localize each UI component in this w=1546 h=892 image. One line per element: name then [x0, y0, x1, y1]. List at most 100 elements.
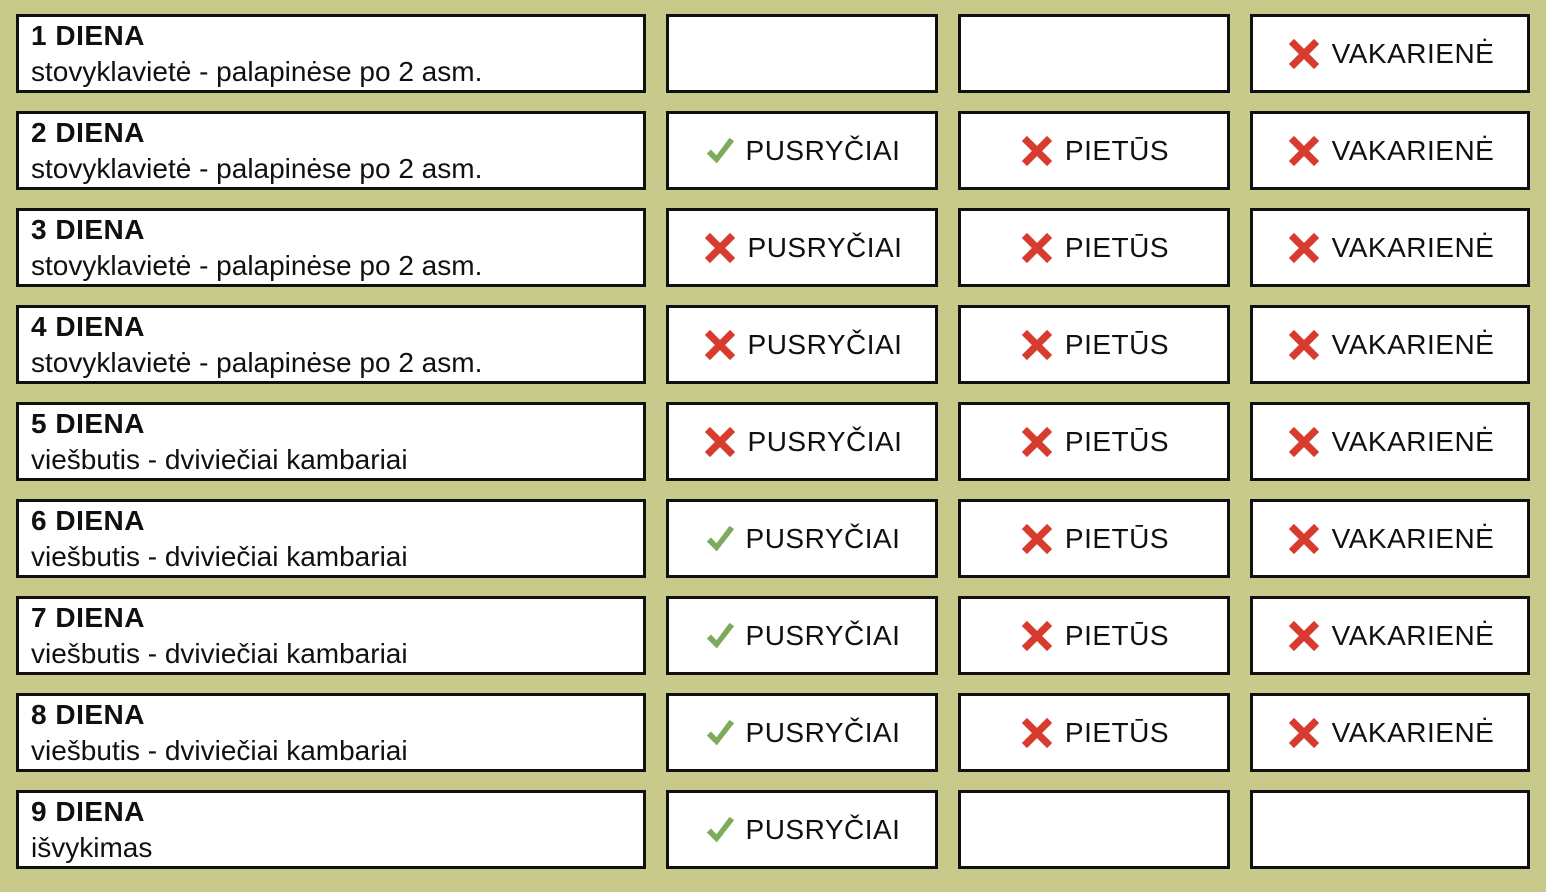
day-label-cell: 1 DIENA stovyklavietė - palapinėse po 2 … [16, 14, 646, 93]
meal-label: PUSRYČIAI [745, 134, 901, 166]
day-label-cell: 7 DIENA viešbutis - dviviečiai kambariai [16, 596, 646, 675]
meal-label: PIETŪS [1064, 425, 1170, 457]
day-title: 1 DIENA [31, 19, 145, 51]
meal-label: PIETŪS [1064, 134, 1170, 166]
dinner-cell: VAKARIENĖ [1250, 305, 1530, 384]
day-title: 6 DIENA [31, 504, 145, 536]
itinerary-grid: 1 DIENA stovyklavietė - palapinėse po 2 … [16, 14, 1530, 869]
cross-icon [1286, 521, 1322, 557]
cross-icon [1019, 327, 1055, 363]
day-title: 9 DIENA [31, 795, 145, 827]
day-title: 7 DIENA [31, 601, 145, 633]
day-label-cell: 2 DIENA stovyklavietė - palapinėse po 2 … [16, 111, 646, 190]
cross-icon [1286, 618, 1322, 654]
dinner-cell: VAKARIENĖ [1250, 693, 1530, 772]
day-subtitle: viešbutis - dviviečiai kambariai [31, 540, 408, 572]
day-title: 2 DIENA [31, 116, 145, 148]
dinner-cell: VAKARIENĖ [1250, 402, 1530, 481]
day-subtitle: išvykimas [31, 831, 153, 863]
day-label-cell: 4 DIENA stovyklavietė - palapinėse po 2 … [16, 305, 646, 384]
meal-label: VAKARIENĖ [1331, 328, 1495, 360]
dinner-cell: VAKARIENĖ [1250, 596, 1530, 675]
meal-label: PIETŪS [1064, 522, 1170, 554]
breakfast-cell: PUSRYČIAI [666, 693, 938, 772]
dinner-cell: VAKARIENĖ [1250, 111, 1530, 190]
lunch-cell: PIETŪS [958, 499, 1230, 578]
meal-label: PUSRYČIAI [745, 522, 901, 554]
meal-label: PUSRYČIAI [745, 619, 901, 651]
day-title: 5 DIENA [31, 407, 145, 439]
day-subtitle: stovyklavietė - palapinėse po 2 asm. [31, 55, 483, 87]
cross-icon [1286, 424, 1322, 460]
day-subtitle: stovyklavietė - palapinėse po 2 asm. [31, 152, 483, 184]
cross-icon [1286, 327, 1322, 363]
breakfast-cell: PUSRYČIAI [666, 596, 938, 675]
check-icon [704, 814, 736, 846]
day-subtitle: viešbutis - dviviečiai kambariai [31, 637, 408, 669]
meal-label: PIETŪS [1064, 231, 1170, 263]
meal-label: PUSRYČIAI [747, 328, 903, 360]
breakfast-cell [666, 14, 938, 93]
day-label-cell: 8 DIENA viešbutis - dviviečiai kambariai [16, 693, 646, 772]
meal-label: VAKARIENĖ [1331, 522, 1495, 554]
breakfast-cell: PUSRYČIAI [666, 790, 938, 869]
cross-icon [1286, 133, 1322, 169]
check-icon [704, 717, 736, 749]
lunch-cell: PIETŪS [958, 111, 1230, 190]
cross-icon [1019, 521, 1055, 557]
day-subtitle: stovyklavietė - palapinėse po 2 asm. [31, 249, 483, 281]
meal-label: VAKARIENĖ [1331, 716, 1495, 748]
meal-label: VAKARIENĖ [1331, 134, 1495, 166]
day-label-cell: 9 DIENA išvykimas [16, 790, 646, 869]
day-subtitle: stovyklavietė - palapinėse po 2 asm. [31, 346, 483, 378]
day-label-cell: 5 DIENA viešbutis - dviviečiai kambariai [16, 402, 646, 481]
check-icon [704, 620, 736, 652]
breakfast-cell: PUSRYČIAI [666, 305, 938, 384]
breakfast-cell: PUSRYČIAI [666, 208, 938, 287]
lunch-cell: PIETŪS [958, 402, 1230, 481]
cross-icon [1019, 618, 1055, 654]
meal-label: VAKARIENĖ [1331, 231, 1495, 263]
cross-icon [702, 230, 738, 266]
day-title: 8 DIENA [31, 698, 145, 730]
lunch-cell: PIETŪS [958, 693, 1230, 772]
meal-label: VAKARIENĖ [1331, 619, 1495, 651]
cross-icon [1286, 36, 1322, 72]
cross-icon [1019, 424, 1055, 460]
dinner-cell: VAKARIENĖ [1250, 499, 1530, 578]
meal-label: PIETŪS [1064, 716, 1170, 748]
dinner-cell: VAKARIENĖ [1250, 14, 1530, 93]
breakfast-cell: PUSRYČIAI [666, 111, 938, 190]
dinner-cell: VAKARIENĖ [1250, 208, 1530, 287]
meal-label: PUSRYČIAI [747, 231, 903, 263]
breakfast-cell: PUSRYČIAI [666, 402, 938, 481]
cross-icon [1019, 715, 1055, 751]
meal-label: VAKARIENĖ [1331, 37, 1495, 69]
meal-label: PUSRYČIAI [747, 425, 903, 457]
cross-icon [1019, 133, 1055, 169]
cross-icon [1019, 230, 1055, 266]
cross-icon [1286, 715, 1322, 751]
cross-icon [1286, 230, 1322, 266]
cross-icon [702, 424, 738, 460]
meal-label: VAKARIENĖ [1331, 425, 1495, 457]
day-label-cell: 6 DIENA viešbutis - dviviečiai kambariai [16, 499, 646, 578]
lunch-cell: PIETŪS [958, 596, 1230, 675]
day-label-cell: 3 DIENA stovyklavietė - palapinėse po 2 … [16, 208, 646, 287]
meal-label: PUSRYČIAI [745, 716, 901, 748]
dinner-cell [1250, 790, 1530, 869]
lunch-cell [958, 790, 1230, 869]
meal-label: PUSRYČIAI [745, 813, 901, 845]
day-title: 3 DIENA [31, 213, 145, 245]
lunch-cell [958, 14, 1230, 93]
lunch-cell: PIETŪS [958, 208, 1230, 287]
check-icon [704, 135, 736, 167]
breakfast-cell: PUSRYČIAI [666, 499, 938, 578]
day-title: 4 DIENA [31, 310, 145, 342]
day-subtitle: viešbutis - dviviečiai kambariai [31, 443, 408, 475]
lunch-cell: PIETŪS [958, 305, 1230, 384]
day-subtitle: viešbutis - dviviečiai kambariai [31, 734, 408, 766]
check-icon [704, 523, 736, 555]
meal-label: PIETŪS [1064, 328, 1170, 360]
